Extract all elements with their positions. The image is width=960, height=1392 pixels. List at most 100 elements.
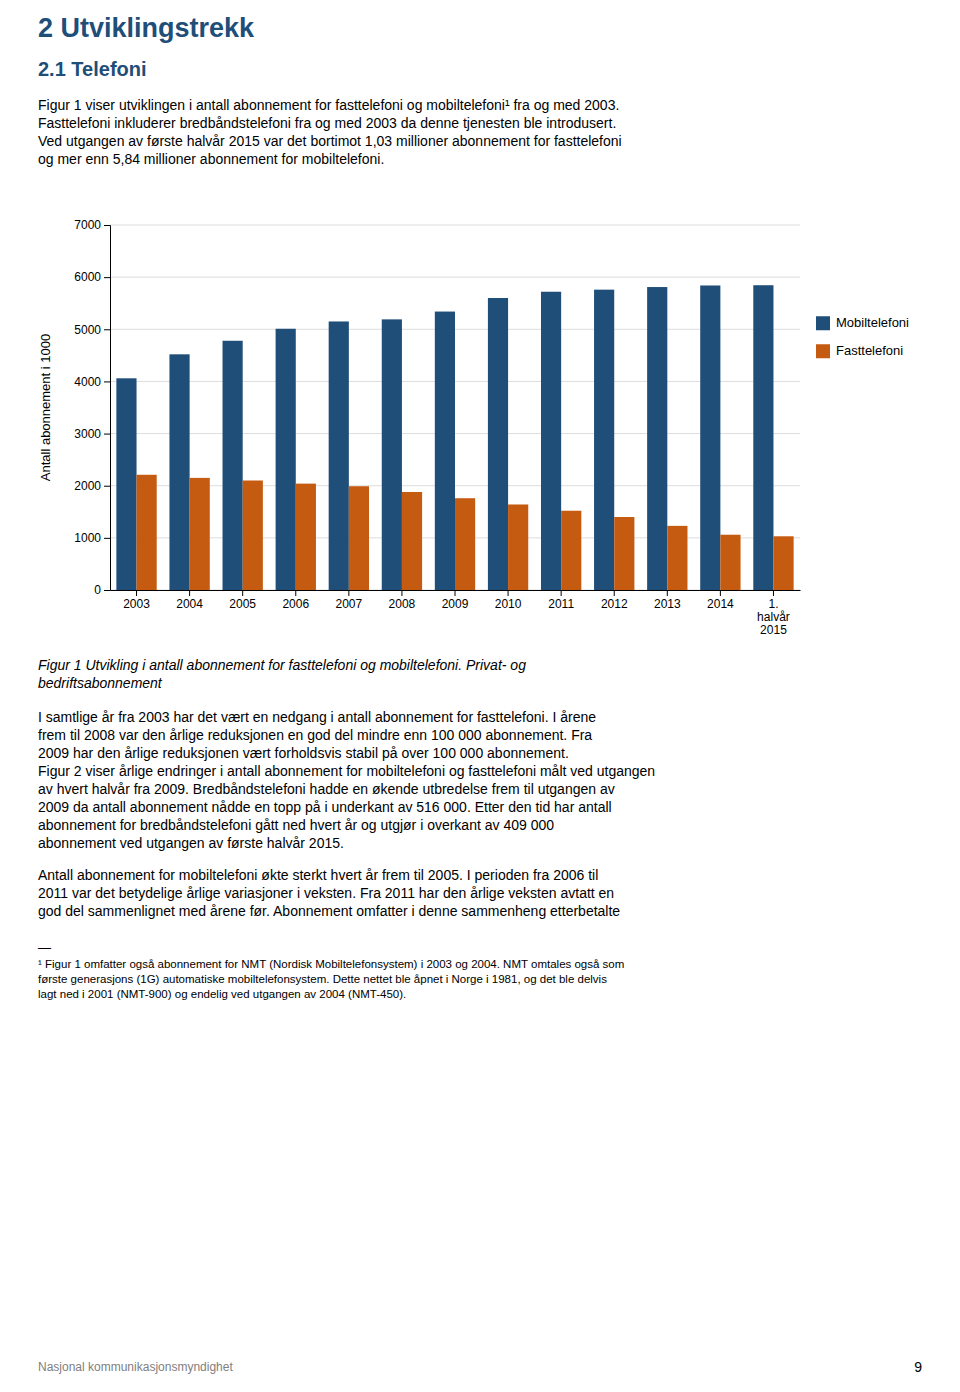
tick-mark <box>189 590 190 596</box>
tick-mark <box>104 225 110 226</box>
bar <box>455 498 475 590</box>
axis-title: Antall abonnement i 1000 <box>38 334 53 481</box>
tick-mark <box>455 590 456 596</box>
tick-label: 7000 <box>74 218 101 232</box>
tick-label: 1.halvår2015 <box>757 597 790 637</box>
intro-line: Ved utgangen av første halvår 2015 var d… <box>38 133 622 149</box>
tick: 2005 <box>229 590 256 611</box>
footnote-line: lagt ned i 2001 (NMT-900) og endelig ved… <box>38 988 406 1000</box>
tick-mark <box>720 590 721 596</box>
intro-line: og mer enn 5,84 millioner abonnement for… <box>38 151 384 167</box>
body-line: I samtlige år fra 2003 har det vært en n… <box>38 709 596 725</box>
footnote-separator: — <box>38 940 51 955</box>
caption-line: Figur 1 Utvikling i antall abonnement fo… <box>38 657 526 673</box>
tick: 2000 <box>74 479 110 493</box>
tick-mark <box>104 486 110 487</box>
bar <box>541 292 561 590</box>
tick-mark <box>242 590 243 596</box>
body-line: 2009 har den årlige reduksjonen vært for… <box>38 745 569 761</box>
tick-label: 2000 <box>74 479 101 493</box>
body-line: frem til 2008 var den årlige reduksjonen… <box>38 727 592 743</box>
body-line: 2009 da antall abonnement nådde en topp … <box>38 799 612 815</box>
legend-item: Mobiltelefoni <box>816 315 909 331</box>
tick-mark <box>667 590 668 596</box>
tick-mark <box>104 538 110 539</box>
bar <box>382 319 402 590</box>
body-line: av hvert halvår fra 2009. Bredbåndstelef… <box>38 781 615 797</box>
footnote-line: ¹ Figur 1 omfatter også abonnement for N… <box>38 958 624 970</box>
bar <box>190 478 210 590</box>
legend-label: Fasttelefoni <box>836 343 903 358</box>
tick: 4000 <box>74 375 110 389</box>
tick-label: 6000 <box>74 270 101 284</box>
bar <box>667 526 687 590</box>
page-number: 9 <box>914 1359 922 1375</box>
tick-mark <box>295 590 296 596</box>
tick-mark <box>136 590 137 596</box>
bar <box>116 378 136 590</box>
bar <box>753 285 773 590</box>
legend-swatch <box>816 344 830 358</box>
bar <box>402 492 422 590</box>
tick-mark <box>348 590 349 596</box>
tick-mark <box>508 590 509 596</box>
bar <box>488 298 508 590</box>
tick-label: 1000 <box>74 531 101 545</box>
tick: 2007 <box>335 590 362 611</box>
intro-line: Fasttelefoni inkluderer bredbåndstelefon… <box>38 115 616 131</box>
body-line: abonnement ved utgangen av første halvår… <box>38 835 344 851</box>
bar <box>508 504 528 590</box>
legend-label: Mobiltelefoni <box>836 315 909 330</box>
tick: 2012 <box>601 590 628 611</box>
body-line: 2011 var det betydelige årlige variasjon… <box>38 885 614 901</box>
tick-mark <box>614 590 615 596</box>
tick: 2009 <box>442 590 469 611</box>
tick-label: 2005 <box>229 597 256 611</box>
tick-mark <box>561 590 562 596</box>
tick: 2006 <box>282 590 309 611</box>
tick-label: 2003 <box>123 597 150 611</box>
bar <box>137 475 157 590</box>
bar <box>720 535 740 590</box>
tick-mark <box>401 590 402 596</box>
tick: 7000 <box>74 218 110 232</box>
axis-line <box>104 226 111 591</box>
body-line: god del sammenlignet med årene før. Abon… <box>38 903 620 919</box>
body-line: Figur 2 viser årlige endringer i antall … <box>38 763 655 779</box>
tick-mark <box>773 590 774 596</box>
tick-mark <box>104 277 110 278</box>
tick: 2013 <box>654 590 681 611</box>
tick: 1.halvår2015 <box>757 590 790 637</box>
bar <box>435 312 455 590</box>
legend-item: Fasttelefoni <box>816 343 903 359</box>
tick-label: 4000 <box>74 375 101 389</box>
tick-label: 2012 <box>601 597 628 611</box>
caption-line: bedriftsabonnement <box>38 675 163 691</box>
tick-label: 2010 <box>495 597 522 611</box>
tick: 0 <box>94 583 110 597</box>
tick: 2011 <box>548 590 574 611</box>
legend-swatch <box>816 316 830 330</box>
tick: 2008 <box>389 590 416 611</box>
tick-label: 2009 <box>442 597 469 611</box>
tick: 1000 <box>74 531 110 545</box>
subheading: 2.1 Telefoni <box>38 58 147 80</box>
tick-mark <box>104 590 110 591</box>
tick-label-line: 2015 <box>760 623 787 637</box>
tick-label: 2006 <box>282 597 309 611</box>
tick: 2014 <box>707 590 734 611</box>
tick: 2010 <box>495 590 522 611</box>
grid <box>110 225 800 590</box>
tick: 3000 <box>74 427 110 441</box>
x-axis: 2003200420052006200720082009201020112012… <box>111 590 801 637</box>
bar <box>349 486 369 590</box>
bar <box>700 285 720 590</box>
tick-label: 2011 <box>548 597 574 611</box>
tick-label: 5000 <box>74 323 101 337</box>
bar <box>223 341 243 590</box>
tick-label: 2013 <box>654 597 681 611</box>
bar <box>614 517 634 590</box>
body-line: Antall abonnement for mobiltelefoni økte… <box>38 867 598 883</box>
bar <box>276 329 296 590</box>
grid-line <box>110 277 800 278</box>
